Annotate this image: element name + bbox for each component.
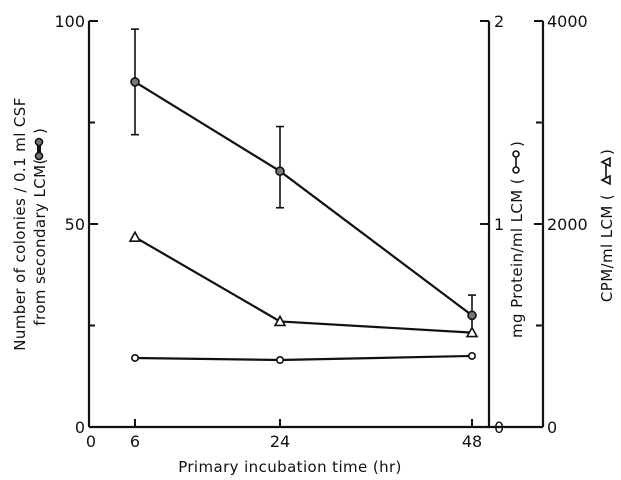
series-triangle-line — [134, 236, 473, 334]
left-tick-label-0: 0 — [75, 418, 85, 437]
series-layer — [128, 28, 479, 365]
data-point-filled-circle-24 — [275, 166, 285, 177]
series-filled-circle-line — [134, 80, 473, 317]
left-legend-dot-b — [34, 137, 44, 147]
data-point-triangle-6 — [128, 230, 142, 242]
x-tick-label-48: 48 — [462, 432, 482, 451]
right-legend-tri-b — [600, 156, 611, 168]
left-axis-title-line1: Number of colonies / 0.1 ml CSF — [11, 97, 29, 351]
middle-legend-dot-b — [512, 150, 520, 158]
middle-axis-title-close: ) — [508, 141, 526, 147]
right-tick-label-0: 0 — [547, 418, 557, 437]
data-point-triangle-48 — [465, 325, 479, 338]
right-axis-title-close: ) — [598, 149, 616, 155]
x-axis-title: Primary incubation time (hr) — [178, 458, 402, 476]
data-point-open-circle-24 — [275, 356, 284, 365]
right-tick-label-4000: 4000 — [547, 12, 588, 31]
left-legend-dot-a — [34, 151, 44, 161]
middle-legend-dot-a — [512, 166, 520, 174]
data-point-open-circle-6 — [131, 353, 140, 362]
left-tick-label-50: 50 — [65, 215, 85, 234]
middle-axis-title-text: mg Protein/ml LCM ( — [508, 178, 526, 338]
left-axis-title-line2: from secondary LCM( — [31, 158, 49, 325]
left-axis-title-close: ) — [31, 128, 49, 134]
data-point-filled-circle-48 — [467, 310, 477, 321]
left-axis-title-line2-group: from secondary LCM( ) — [31, 128, 49, 326]
middle-tick-label-2: 2 — [494, 12, 504, 31]
x-tick-label-0: 0 — [86, 432, 96, 451]
axes-frame — [87, 21, 545, 429]
data-point-triangle-24 — [273, 314, 287, 327]
right-legend-tri-a — [600, 174, 611, 186]
tick-labels: 0 6 24 48 0 50 100 0 1 2 0 2000 4000 — [54, 12, 587, 451]
data-point-open-circle-48 — [467, 351, 476, 360]
x-tick-label-24: 24 — [270, 432, 290, 451]
x-tick-label-6: 6 — [130, 432, 140, 451]
tick-marks — [88, 20, 543, 428]
left-axis-title: Number of colonies / 0.1 ml CSF from sec… — [11, 97, 49, 351]
middle-axis-title: mg Protein/ml LCM ( ) — [508, 141, 526, 338]
left-tick-label-100: 100 — [54, 12, 85, 31]
series-open-circle-line — [134, 354, 473, 362]
data-point-filled-circle-6 — [130, 77, 140, 87]
right-axis-title: CPM/ml LCM ( ) — [598, 149, 616, 302]
right-axis-title-text: CPM/ml LCM ( — [598, 194, 616, 302]
right-tick-label-2000: 2000 — [547, 215, 588, 234]
middle-tick-label-0: 0 — [494, 418, 504, 437]
middle-tick-label-1: 1 — [494, 215, 504, 234]
